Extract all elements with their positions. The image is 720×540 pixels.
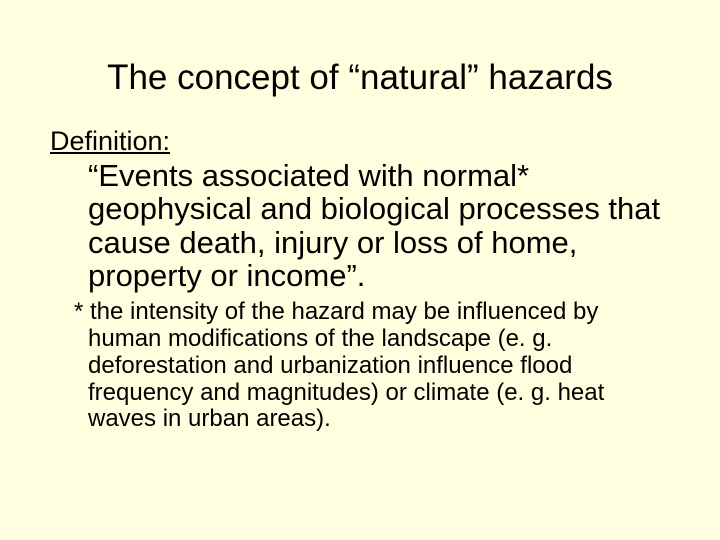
definition-body: “Events associated with normal* geophysi… (50, 159, 670, 293)
definition-label: Definition: (50, 126, 670, 157)
slide-title: The concept of “natural” hazards (50, 58, 670, 98)
slide: The concept of “natural” hazards Definit… (0, 0, 720, 540)
footnote: * the intensity of the hazard may be inf… (50, 299, 670, 433)
